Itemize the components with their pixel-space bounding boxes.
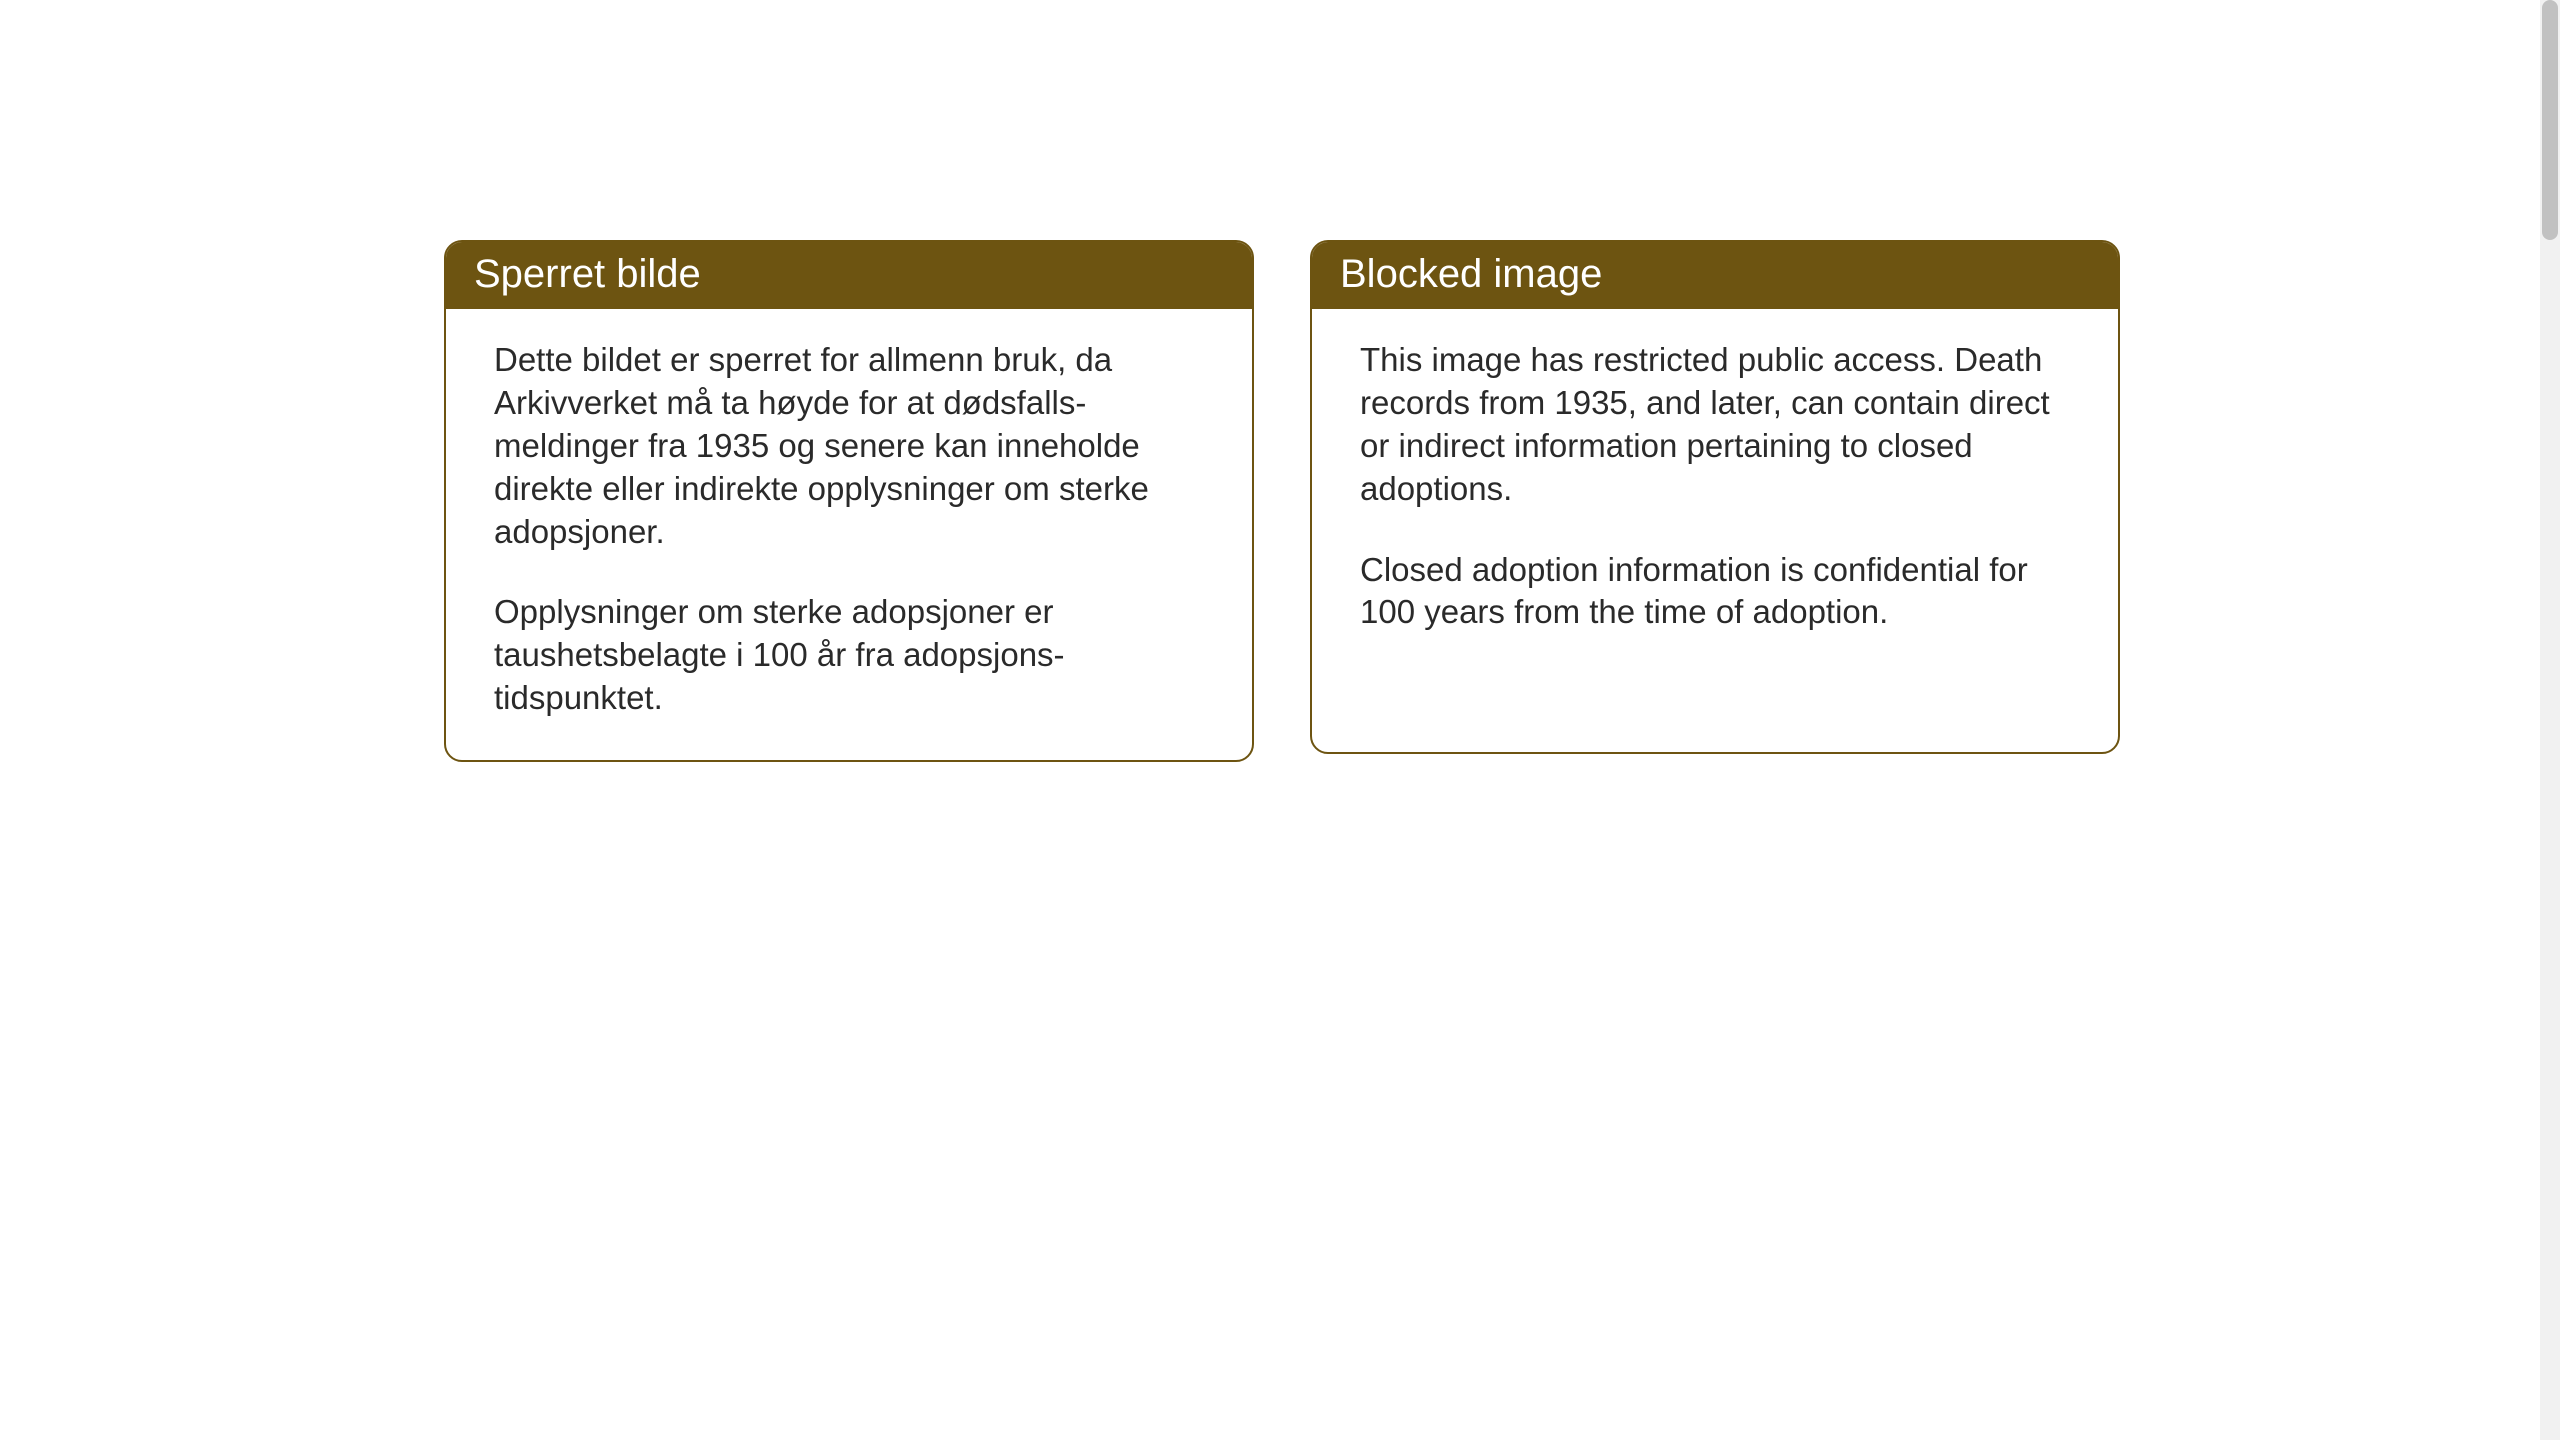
card-body-english: This image has restricted public access.…: [1312, 309, 2118, 674]
card-title-norwegian: Sperret bilde: [474, 252, 701, 296]
card-title-english: Blocked image: [1340, 252, 1602, 296]
scrollbar-track: [2540, 0, 2560, 1440]
scrollbar-thumb[interactable]: [2542, 0, 2558, 240]
card-body-norwegian: Dette bildet er sperret for allmenn bruk…: [446, 309, 1252, 760]
notice-container: Sperret bilde Dette bildet er sperret fo…: [0, 0, 2560, 762]
paragraph-2-english: Closed adoption information is confident…: [1360, 549, 2070, 635]
notice-card-english: Blocked image This image has restricted …: [1310, 240, 2120, 754]
paragraph-1-english: This image has restricted public access.…: [1360, 339, 2070, 511]
paragraph-2-norwegian: Opplysninger om sterke adopsjoner er tau…: [494, 591, 1204, 720]
paragraph-1-norwegian: Dette bildet er sperret for allmenn bruk…: [494, 339, 1204, 553]
notice-card-norwegian: Sperret bilde Dette bildet er sperret fo…: [444, 240, 1254, 762]
card-header-norwegian: Sperret bilde: [446, 242, 1252, 309]
card-header-english: Blocked image: [1312, 242, 2118, 309]
